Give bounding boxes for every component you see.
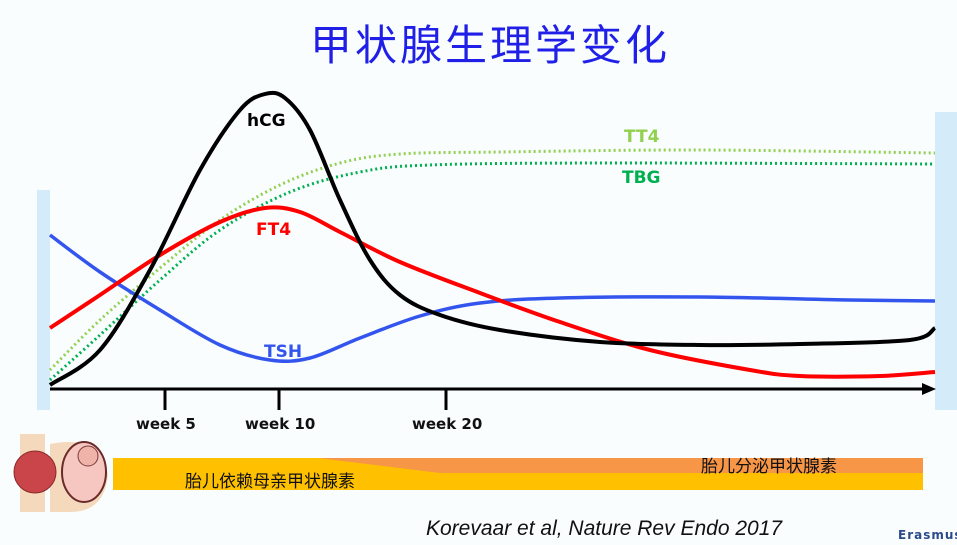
hcg-curve [48, 90, 937, 387]
right-bar [935, 112, 957, 410]
week-5-label: week 5 [136, 415, 196, 433]
fetal-band-label: 胎儿分泌甲状腺素 [701, 457, 837, 477]
tbg-curve [48, 161, 936, 382]
maternal-band-label: 胎儿依赖母亲甲状腺素 [185, 472, 355, 492]
fetal-band [318, 458, 923, 473]
citation: Korevaar et al, Nature Rev Endo 2017 [426, 517, 783, 540]
left-bar [37, 190, 50, 410]
week-10-label: week 10 [245, 415, 316, 433]
ft4-curve [48, 205, 936, 379]
week-20-label: week 20 [412, 415, 483, 433]
fetus-illustration [13, 434, 108, 512]
page-title: 甲状腺生理学变化 [309, 21, 670, 70]
tt4-curve [48, 148, 936, 372]
label-hcg: hCG [247, 111, 286, 131]
erasmus-logo: Erasmus [898, 528, 957, 542]
x-axis-arrow [922, 383, 936, 395]
label-ft4: FT4 [256, 220, 292, 240]
label-tbg: TBG [622, 168, 661, 188]
label-tsh: TSH [264, 342, 303, 362]
tsh-curve [48, 233, 936, 364]
label-tt4: TT4 [624, 127, 660, 147]
